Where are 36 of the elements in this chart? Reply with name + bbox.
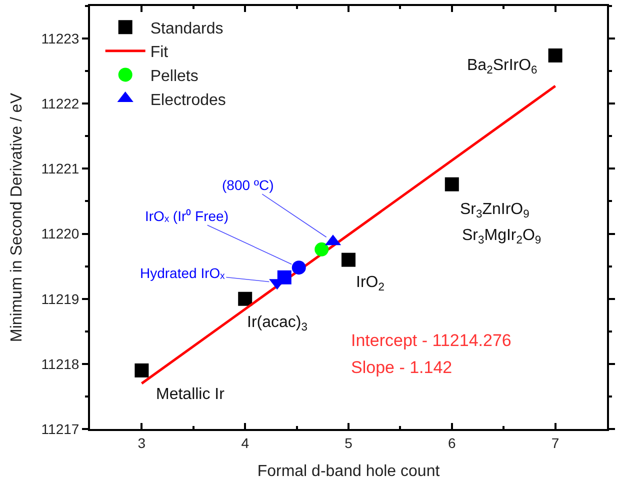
point xyxy=(292,260,306,275)
annotation: Ba$_{2}$SrIrO$_{6}$ xyxy=(467,57,538,76)
point xyxy=(444,177,459,192)
x-tick-label: 5 xyxy=(344,434,353,451)
point xyxy=(314,242,329,256)
y-tick-label: 11218 xyxy=(41,356,80,372)
annotation: Sr$_{3}$MgIr$_{2}$O$_{9}$ xyxy=(462,227,542,246)
point xyxy=(238,292,252,306)
legend-label: Fit xyxy=(150,44,169,62)
annotation: IrO$_{2}$ xyxy=(356,274,384,294)
y-tick-label: 11219 xyxy=(41,290,80,307)
annotation: Sr$_{3}$ZnIrO$_{9}$ xyxy=(460,201,530,220)
point xyxy=(134,363,149,378)
annotation: Intercept - 11214.276 xyxy=(351,331,512,350)
annotation: Hydrated IrOₓ xyxy=(140,265,226,281)
x-tick-label: 3 xyxy=(138,434,146,451)
legend-label: Electrodes xyxy=(150,92,226,109)
point xyxy=(342,252,356,267)
legend-label: Pellets xyxy=(150,68,198,85)
annotation: Metallic Ir xyxy=(156,386,226,403)
annotation: Ir(acac)$_{3}$ xyxy=(247,314,308,334)
x-axis-title: Formal d-band hole count xyxy=(257,463,440,480)
y-tick-label: 11220 xyxy=(41,226,80,242)
annotation: (800 ºC) xyxy=(222,177,274,193)
legend-label: Standards xyxy=(150,20,224,38)
y-tick-label: 11217 xyxy=(41,420,80,437)
y-tick-label: 11223 xyxy=(41,30,80,46)
annotation: IrOₓ (Ir⁰ Free) xyxy=(145,208,228,224)
annotation: Slope - 1.142 xyxy=(351,358,452,377)
y-tick-label: 11222 xyxy=(41,96,80,112)
x-tick-label: 6 xyxy=(448,434,456,451)
x-tick-label: 7 xyxy=(551,434,560,451)
y-axis-title: Minimum in Second Derivative / eV xyxy=(8,92,26,342)
x-tick-label: 4 xyxy=(241,434,250,451)
y-tick-label: 11221 xyxy=(41,160,80,177)
point xyxy=(548,48,562,62)
